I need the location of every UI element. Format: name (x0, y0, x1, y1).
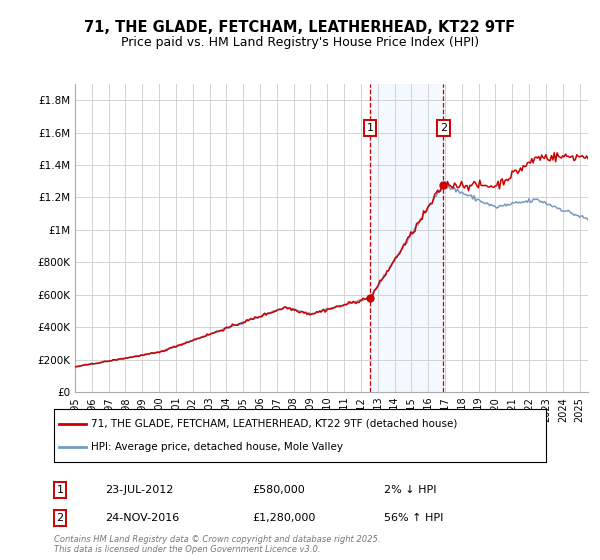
Text: 2: 2 (56, 513, 64, 523)
Text: 24-NOV-2016: 24-NOV-2016 (105, 513, 179, 523)
Text: £1,280,000: £1,280,000 (252, 513, 316, 523)
Text: 2: 2 (440, 123, 447, 133)
Text: 71, THE GLADE, FETCHAM, LEATHERHEAD, KT22 9TF (detached house): 71, THE GLADE, FETCHAM, LEATHERHEAD, KT2… (91, 419, 457, 429)
Text: 71, THE GLADE, FETCHAM, LEATHERHEAD, KT22 9TF: 71, THE GLADE, FETCHAM, LEATHERHEAD, KT2… (85, 20, 515, 35)
Text: £580,000: £580,000 (252, 485, 305, 495)
Bar (370, 84, 443, 392)
Text: 1: 1 (56, 485, 64, 495)
Text: HPI: Average price, detached house, Mole Valley: HPI: Average price, detached house, Mole… (91, 442, 343, 452)
Text: 56% ↑ HPI: 56% ↑ HPI (384, 513, 443, 523)
Text: Price paid vs. HM Land Registry's House Price Index (HPI): Price paid vs. HM Land Registry's House … (121, 36, 479, 49)
Text: Contains HM Land Registry data © Crown copyright and database right 2025.
This d: Contains HM Land Registry data © Crown c… (54, 535, 380, 554)
Text: 2% ↓ HPI: 2% ↓ HPI (384, 485, 437, 495)
Text: 1: 1 (367, 123, 374, 133)
Text: 23-JUL-2012: 23-JUL-2012 (105, 485, 173, 495)
